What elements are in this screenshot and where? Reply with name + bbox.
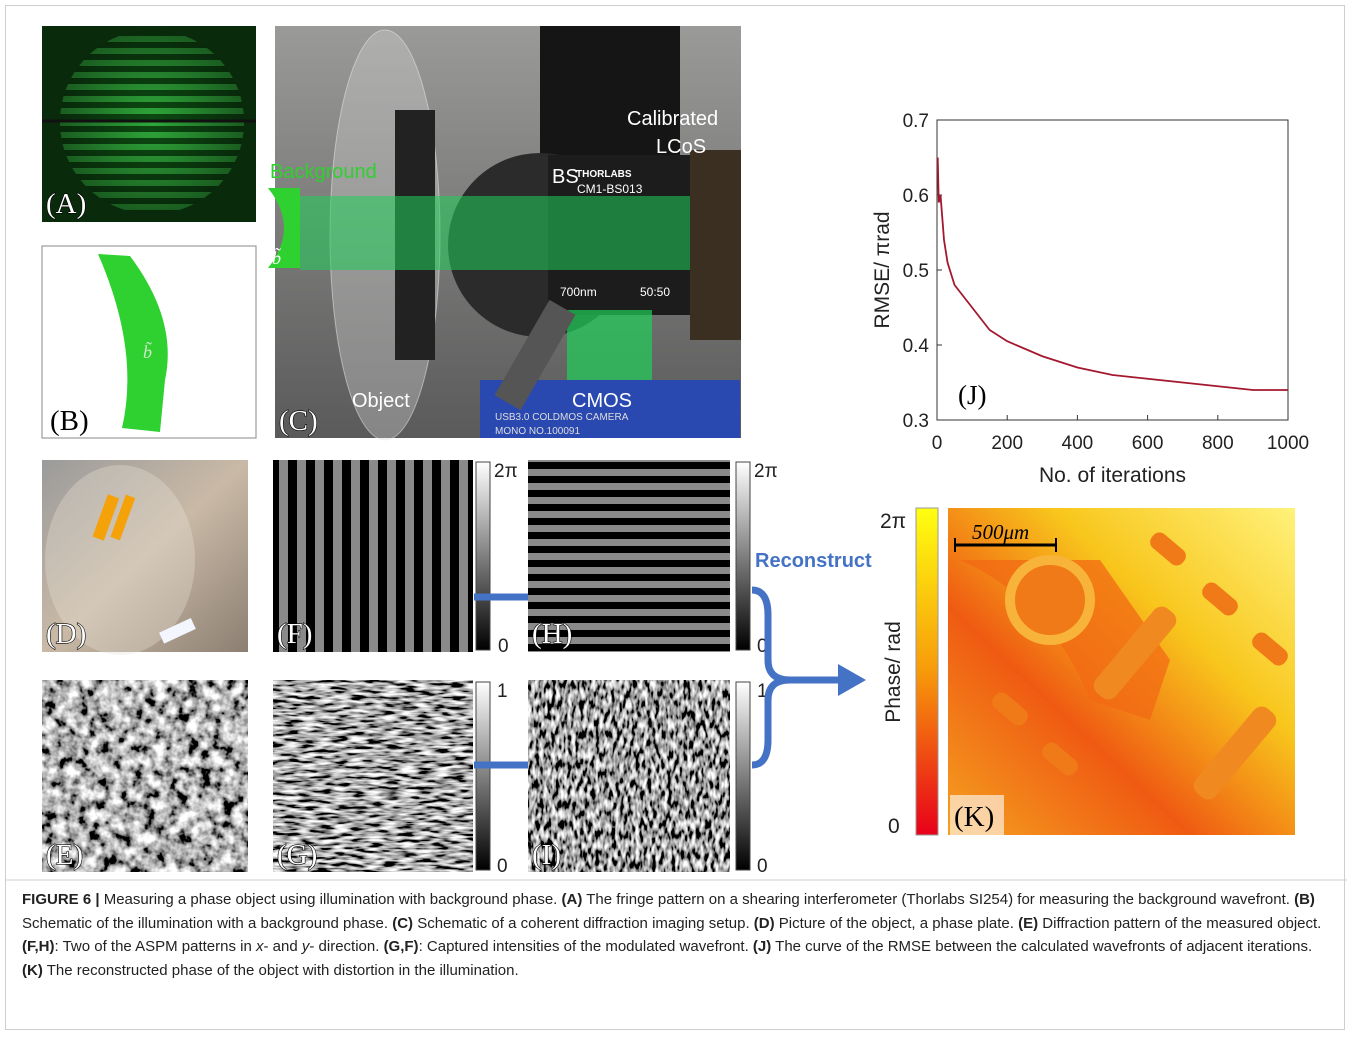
- caption-text: Measuring a phase object using illuminat…: [100, 891, 562, 908]
- colorbar-label: 2π: [880, 510, 906, 533]
- setup-label: CM1-BS013: [577, 182, 643, 196]
- panel-d: (D): [42, 460, 248, 655]
- panel-a: (A): [42, 26, 256, 222]
- x-tick-label: 400: [1062, 433, 1094, 454]
- setup-label: MONO NO.100091: [495, 426, 580, 437]
- x-tick-label: 0: [932, 433, 943, 454]
- caption-text: Schematic of the illumination with a bac…: [22, 915, 392, 932]
- setup-label: Calibrated: [627, 108, 718, 130]
- colorbar: [916, 508, 938, 835]
- caption-text: The curve of the RMSE between the calcul…: [771, 938, 1312, 955]
- colorbar: [476, 682, 490, 870]
- caption-text: - direction.: [309, 938, 383, 955]
- x-tick-label: 800: [1202, 433, 1234, 454]
- panel-label: (G): [277, 839, 317, 871]
- colorbar: [476, 462, 490, 650]
- caption-text: Schematic of a coherent diffraction imag…: [413, 915, 754, 932]
- setup-label: USB3.0 COLDMOS CAMERA: [495, 412, 629, 423]
- caption-text: Picture of the object, a phase plate.: [775, 915, 1019, 932]
- panel-label: (I): [532, 839, 561, 871]
- colorbar: [736, 462, 750, 650]
- figure: (A) b̃ (B) Calibrated LCoS Background b̃…: [0, 0, 1352, 882]
- caption-strong: (E): [1018, 915, 1038, 932]
- b-label: b̃: [143, 341, 153, 362]
- x-tick-label: 200: [991, 433, 1023, 454]
- setup-label: LCoS: [656, 136, 706, 158]
- setup-label: Object: [352, 390, 410, 412]
- panel-label: (B): [50, 405, 89, 437]
- caption-text: : Captured intensities of the modulated …: [419, 938, 753, 955]
- arrow-head: [838, 664, 866, 696]
- caption: FIGURE 6 | Measuring a phase object usin…: [22, 888, 1327, 982]
- panel-c: Calibrated LCoS Background b̃ BS THORLAB…: [268, 26, 741, 440]
- caption-text: - and: [264, 938, 302, 955]
- page: {"panel_labels": {"A": "(A)", "B": "(B)"…: [0, 0, 1352, 1037]
- panel-label: (A): [46, 188, 86, 220]
- digit: [1010, 560, 1090, 640]
- caption-text: Diffraction pattern of the measured obje…: [1038, 915, 1321, 932]
- setup-label: THORLABS: [576, 169, 632, 180]
- colorbar-label: 2π: [494, 461, 518, 482]
- setup-label: 50:50: [640, 285, 670, 299]
- panel-label: (F): [277, 618, 312, 650]
- colorbar-label: 0: [757, 856, 768, 877]
- colorbar-label: 0: [498, 636, 509, 657]
- y-tick-label: 0.7: [903, 111, 929, 132]
- panel-label: (K): [954, 801, 994, 833]
- x-tick-label: 600: [1132, 433, 1164, 454]
- setup-label: BS: [552, 166, 579, 188]
- reconstruct-label: Reconstruct: [755, 550, 872, 572]
- setup-label: Background: [270, 161, 377, 183]
- caption-em: x: [256, 938, 264, 955]
- caption-strong: (J): [753, 938, 771, 955]
- y-tick-label: 0.6: [903, 186, 929, 207]
- panel-b: b̃ (B): [42, 246, 256, 438]
- b-label: b̃: [272, 247, 282, 268]
- caption-strong: FIGURE 6 |: [22, 891, 100, 908]
- caption-text: The fringe pattern on a shearing interfe…: [582, 891, 1294, 908]
- caption-strong: (G,F): [384, 938, 419, 955]
- annotation: (J): [958, 380, 987, 410]
- setup-label: CMOS: [572, 390, 632, 412]
- beam: [300, 196, 690, 270]
- colorbar-label: 0: [497, 856, 508, 877]
- y-tick-label: 0.3: [903, 411, 929, 432]
- y-tick-label: 0.4: [903, 336, 930, 357]
- x-axis-label: No. of iterations: [1039, 464, 1186, 487]
- panel-k: 2π 0 Phase/ rad 500μm (K): [880, 508, 1295, 838]
- brace: [752, 590, 840, 680]
- y-tick-label: 0.5: [903, 261, 929, 282]
- colorbar: [736, 682, 750, 870]
- colorbar-label: 2π: [754, 461, 778, 482]
- axis-label: Phase/ rad: [882, 621, 905, 723]
- y-axis-label: RMSE/ πrad: [871, 211, 894, 328]
- caption-strong: (D): [754, 915, 775, 932]
- caption-strong: (K): [22, 962, 43, 979]
- caption-strong: (C): [392, 915, 413, 932]
- panel-label: (D): [46, 618, 86, 650]
- scale-bar-label: 500μm: [972, 520, 1029, 544]
- panel-label: (H): [532, 618, 572, 650]
- caption-text: The reconstructed phase of the object wi…: [43, 962, 519, 979]
- caption-strong: (A): [562, 891, 583, 908]
- lcos: [690, 150, 741, 340]
- beam-down: [567, 310, 652, 380]
- colorbar-label: 0: [888, 815, 900, 838]
- caption-text: : Two of the ASPM patterns in: [55, 938, 257, 955]
- colorbar-label: 1: [497, 681, 508, 702]
- panel-label: (C): [279, 405, 318, 437]
- setup-label: 700nm: [560, 285, 597, 299]
- panel-label: (E): [46, 839, 83, 871]
- caption-strong: (B): [1294, 891, 1315, 908]
- caption-strong: (F,H): [22, 938, 55, 955]
- chart-j: 0.3 0.4 0.5 0.6 0.7 0 200 400 600 800 1000 No. of i…: [871, 111, 1309, 487]
- x-tick-label: 1000: [1267, 433, 1309, 454]
